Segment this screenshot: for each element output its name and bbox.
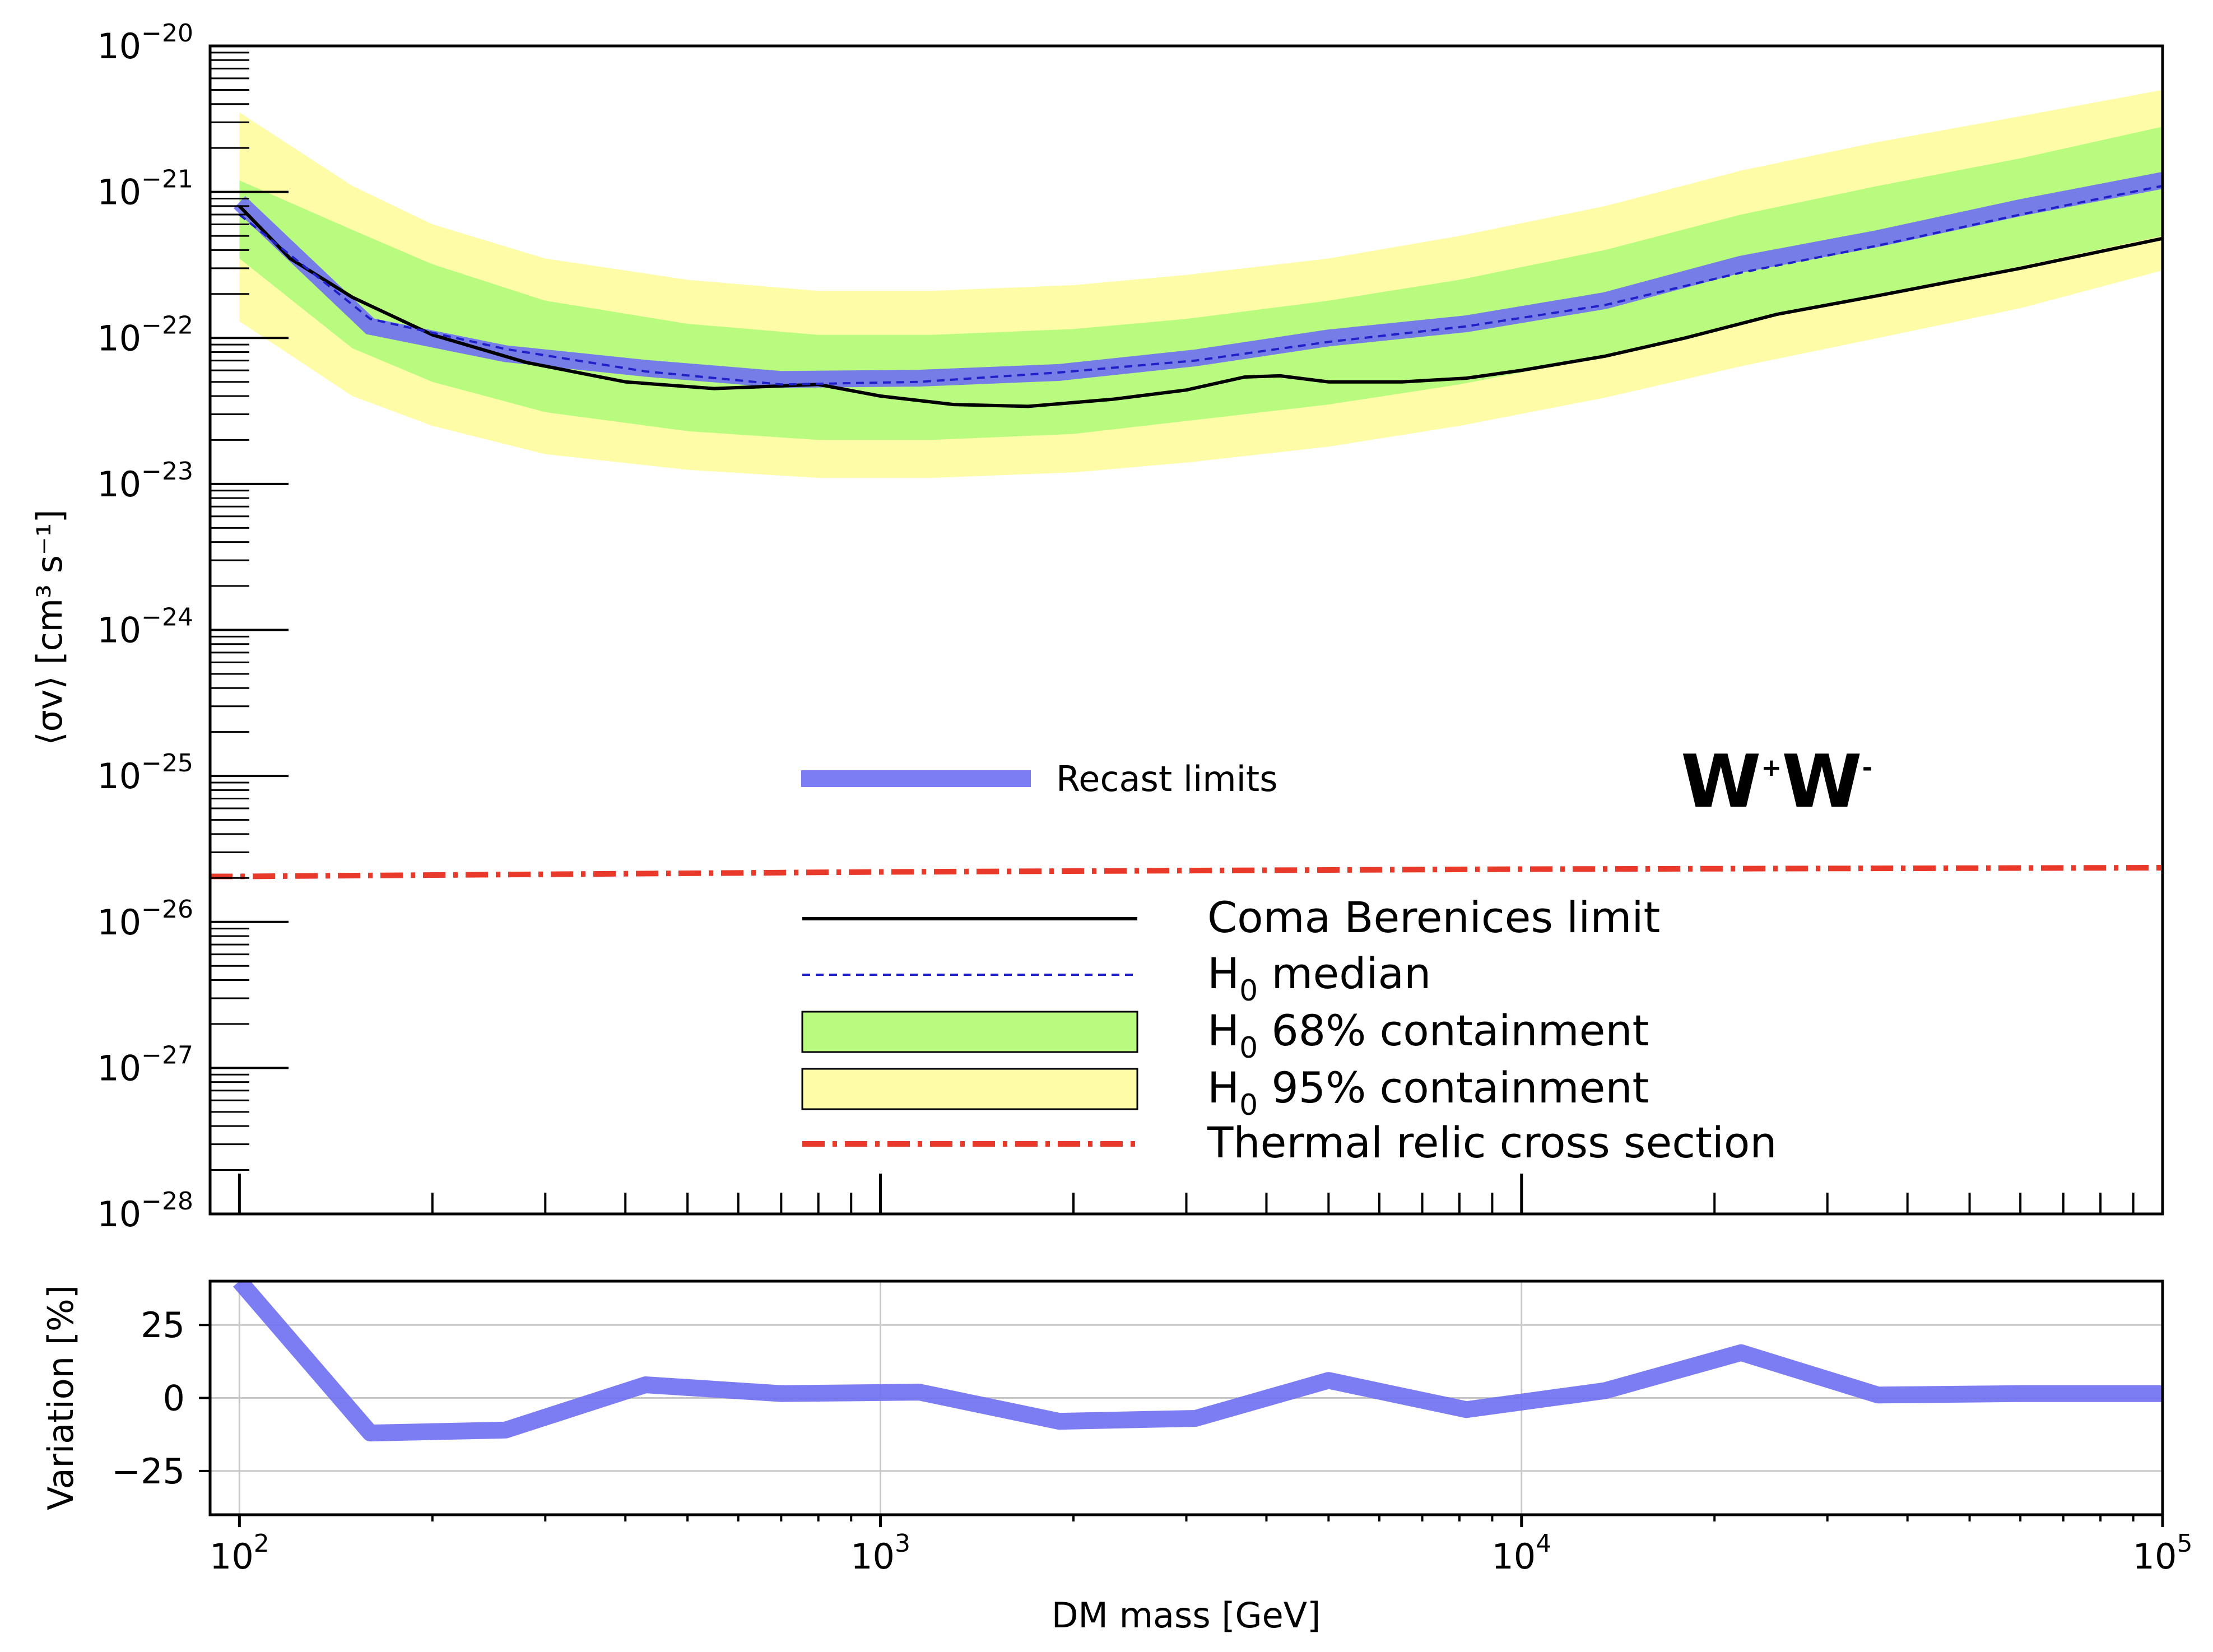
lower-x-axis-label: DM mass [GeV] bbox=[1052, 1595, 1321, 1636]
legend-median-label: H0 median bbox=[1207, 948, 1431, 1008]
lower-y-tick-label: 0 bbox=[163, 1378, 185, 1419]
thermal-relic-line bbox=[210, 865, 2163, 879]
band-68-area bbox=[239, 127, 2163, 440]
band-68 bbox=[239, 127, 2163, 440]
upper-y-tick-label: 10−20 bbox=[97, 19, 193, 67]
legend-main: Coma Berenices limit H0 median H0 68% co… bbox=[801, 892, 1777, 1167]
channel-label: W+W- bbox=[1681, 739, 1872, 824]
legend-thermal-label: Thermal relic cross section bbox=[1207, 1118, 1777, 1167]
lower-y-tick-label: −25 bbox=[111, 1451, 185, 1492]
legend-recast-label: Recast limits bbox=[1056, 758, 1278, 799]
upper-y-minor-ticks bbox=[210, 52, 249, 1171]
lower-x-ticks bbox=[238, 1515, 2164, 1527]
lower-panel: 102 103 104 105 25 0 −25 Variation [%] DM mas… bbox=[40, 1279, 2193, 1636]
legend-coma-label: Coma Berenices limit bbox=[1207, 892, 1660, 942]
upper-y-tick-label: 10−28 bbox=[97, 1187, 193, 1235]
coma-berenices-line bbox=[238, 204, 2163, 408]
lower-y-tick-labels: 25 0 −25 bbox=[111, 1305, 185, 1492]
upper-y-axis-label: ⟨σv⟩ [cm³ s⁻¹] bbox=[29, 509, 70, 745]
upper-y-tick-label: 10−21 bbox=[97, 165, 193, 213]
upper-y-tick-label: 10−26 bbox=[97, 895, 193, 943]
upper-y-tick-label: 10−25 bbox=[97, 749, 193, 797]
lower-x-tick-label: 102 bbox=[210, 1529, 269, 1577]
lower-x-tick-label: 104 bbox=[1491, 1529, 1551, 1577]
variation-line bbox=[233, 1281, 2163, 1442]
recast-limits-line bbox=[234, 172, 2163, 388]
h0-median-line bbox=[239, 184, 2163, 386]
upper-y-tick-labels: 10−28 10−27 10−26 10−25 10−24 10−23 10−22 10−21… bbox=[97, 19, 193, 1235]
upper-x-ticks bbox=[238, 1174, 2164, 1214]
upper-y-tick-label: 10−24 bbox=[97, 603, 193, 651]
legend-68-label: H0 68% containment bbox=[1207, 1006, 1649, 1065]
legend-recast: Recast limits bbox=[801, 758, 1278, 799]
lower-y-axis-label: Variation [%] bbox=[40, 1285, 81, 1510]
channel-sup1: + bbox=[1761, 753, 1782, 782]
upper-y-tick-label: 10−23 bbox=[97, 457, 193, 505]
legend-95-swatch bbox=[801, 1068, 1138, 1110]
upper-y-tick-label: 10−27 bbox=[97, 1041, 193, 1088]
lower-x-tick-labels: 102 103 104 105 bbox=[210, 1529, 2193, 1577]
upper-panel: 10−28 10−27 10−26 10−25 10−24 10−23 10−22 10−21… bbox=[29, 19, 2164, 1235]
channel-w2: W bbox=[1782, 739, 1862, 824]
lower-x-tick-label: 103 bbox=[850, 1529, 910, 1577]
lower-y-tick-label: 25 bbox=[141, 1305, 185, 1346]
legend-95-label: H0 95% containment bbox=[1207, 1063, 1649, 1122]
channel-sup2: - bbox=[1862, 753, 1872, 782]
legend-68-swatch bbox=[801, 1011, 1138, 1053]
upper-lines bbox=[210, 172, 2163, 879]
lower-lines bbox=[233, 1281, 2163, 1442]
lower-y-ticks bbox=[199, 1324, 210, 1472]
upper-y-tick-label: 10−22 bbox=[97, 311, 193, 359]
upper-plot-frame bbox=[208, 44, 2164, 1216]
lower-plot-frame bbox=[208, 1279, 2164, 1516]
lower-x-tick-label: 105 bbox=[2133, 1529, 2193, 1577]
channel-w1: W bbox=[1681, 739, 1761, 824]
